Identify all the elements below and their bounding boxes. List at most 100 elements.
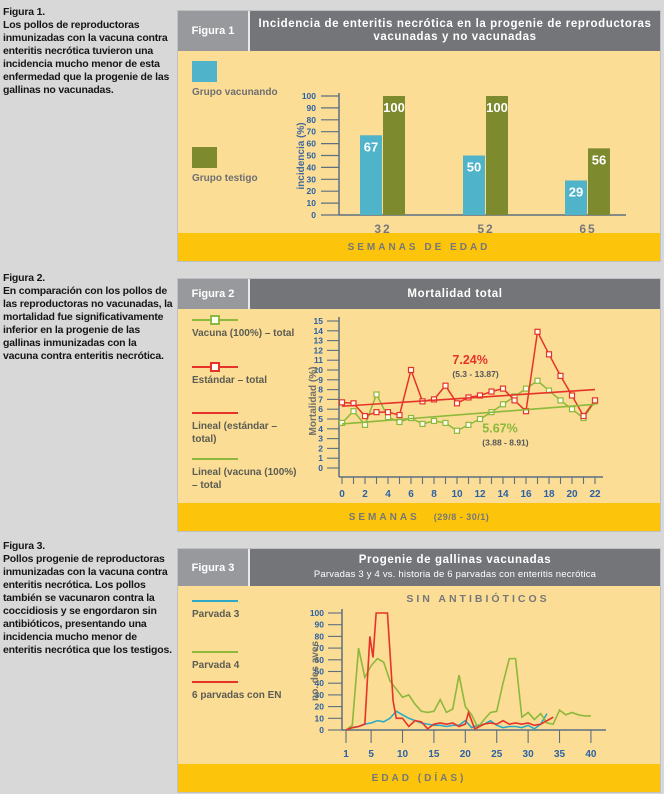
svg-text:4: 4 [318, 424, 323, 434]
legend-label-parvada4: Parvada 4 [192, 660, 240, 671]
svg-text:10: 10 [397, 749, 409, 760]
legend-line-parvada4 [192, 651, 238, 653]
svg-text:50: 50 [467, 160, 481, 175]
legend-swatch-vacunando [192, 61, 217, 82]
svg-text:12: 12 [474, 489, 486, 500]
svg-text:15: 15 [314, 316, 324, 326]
legend-line-lineal-vacuna [192, 458, 238, 460]
svg-text:7: 7 [318, 394, 323, 404]
figure1-xaxis-label: SEMANAS DE EDAD [347, 241, 491, 253]
figure2-sidebar-body: En comparación con los pollos de las rep… [3, 285, 173, 362]
svg-text:90: 90 [307, 103, 317, 113]
svg-text:5: 5 [368, 749, 374, 760]
figure1-title-text: Incidencia de enteritis necrótica en la … [258, 18, 652, 43]
figure3-panel: Figura 3 Progenie de gallinas vacunadas … [177, 548, 661, 793]
svg-text:20: 20 [315, 702, 325, 712]
svg-text:22: 22 [589, 489, 601, 500]
legend-line-6parvadas [192, 681, 238, 683]
figure2-title-text: Mortalidad total [407, 287, 503, 300]
legend-line-lineal-estandar [192, 412, 238, 414]
figure2-sidebar-title: Figura 2. [3, 272, 45, 284]
svg-text:90: 90 [315, 620, 325, 630]
figure2-legend-item-lineal-estandar: Lineal (estándar – total) [192, 412, 304, 446]
svg-text:100: 100 [486, 100, 508, 115]
svg-text:11: 11 [314, 355, 323, 365]
figure3-legend-item-parvada4: Parvada 4 [192, 651, 304, 672]
svg-text:40: 40 [585, 749, 597, 760]
svg-text:0: 0 [319, 725, 324, 735]
figure2-panel: Figura 2 Mortalidad total 0 1 2 3 4 5 6 7 8 9 10 11… [177, 278, 661, 532]
legend-label-vacunando: Grupo vacunando [192, 87, 278, 98]
figure3-title-text: Progenie de gallinas vacunadas [358, 554, 552, 566]
svg-text:10: 10 [315, 713, 325, 723]
svg-text:80: 80 [307, 115, 317, 125]
legend-marker-vacuna [210, 315, 220, 325]
figure1-sidebar-body: Los pollos de reproductoras inmunizadas … [3, 19, 170, 96]
svg-text:20: 20 [566, 489, 578, 500]
svg-text:25: 25 [491, 749, 503, 760]
figure2-legend-item-lineal-vacuna: Lineal (vacuna (100%) – total [192, 458, 304, 492]
figure3-legend-item-6parvadas: 6 parvadas con EN [192, 681, 304, 702]
figure1-chart-area: 0 10 20 30 40 50 60 70 80 90 100 incidencia (%) 32 67… [178, 51, 660, 235]
svg-text:6: 6 [318, 404, 323, 414]
svg-text:0: 0 [311, 210, 316, 220]
figure3-title: Progenie de gallinas vacunadas Parvadas … [250, 549, 660, 586]
figure3-xaxis-strip: EDAD (DÍAS) [178, 764, 660, 792]
figure1-panel: Figura 1 Incidencia de enteritis necróti… [177, 10, 661, 262]
svg-text:80: 80 [315, 631, 325, 641]
figure1-title: Incidencia de enteritis necrótica en la … [250, 11, 660, 51]
svg-text:(5.3 - 13.87): (5.3 - 13.87) [452, 369, 498, 379]
legend-marker-estandar [210, 362, 220, 372]
figure1-header: Figura 1 Incidencia de enteritis necróti… [178, 11, 660, 51]
svg-text:9: 9 [318, 375, 323, 385]
figure2-header: Figura 2 Mortalidad total [178, 279, 660, 309]
figure3-sidebar-title: Figura 3. [3, 540, 45, 552]
svg-text:35: 35 [554, 749, 566, 760]
figure2-xaxis-strip: SEMANAS (29/8 - 30/1) [178, 503, 660, 531]
figure2-xaxis-note: (29/8 - 30/1) [433, 512, 490, 522]
svg-text:70: 70 [315, 643, 325, 653]
figure1-tab-label: Figura 1 [178, 11, 250, 51]
svg-text:29: 29 [569, 184, 583, 199]
svg-text:40: 40 [315, 678, 325, 688]
figure2-title: Mortalidad total [250, 279, 660, 309]
legend-label-parvada3: Parvada 3 [192, 609, 240, 620]
svg-text:3: 3 [318, 434, 323, 444]
svg-text:20: 20 [460, 749, 472, 760]
svg-text:10: 10 [451, 489, 463, 500]
figure3-xaxis-label: EDAD (DÍAS) [371, 772, 467, 784]
figure2-chart-area: 0 1 2 3 4 5 6 7 8 9 10 11 12 13 14 15 0 2 4 6 8 10 12 14 16 18 20 2… [178, 309, 660, 505]
svg-text:5.67%: 5.67% [482, 422, 517, 436]
svg-text:40: 40 [307, 162, 317, 172]
legend-line-vacuna [192, 315, 238, 325]
svg-text:100: 100 [383, 100, 405, 115]
figure3-header: Figura 3 Progenie de gallinas vacunadas … [178, 549, 660, 586]
legend-label-vacuna: Vacuna (100%) – total [192, 328, 295, 339]
svg-text:100: 100 [302, 91, 316, 101]
figure1-legend-item-vacunando: Grupo vacunando [192, 61, 282, 99]
svg-text:6: 6 [408, 489, 414, 500]
figure3-legend-item-parvada3: Parvada 3 [192, 600, 304, 621]
svg-text:67: 67 [364, 139, 378, 154]
legend-label-estandar: Estándar – total [192, 375, 268, 386]
svg-text:8: 8 [318, 385, 323, 395]
svg-text:56: 56 [592, 152, 606, 167]
legend-label-lineal-estandar: Lineal (estándar – total) [192, 421, 278, 445]
svg-text:14: 14 [497, 489, 509, 500]
figure3-chart-area: 0 10 20 30 40 50 60 70 80 90 100 1 5 10 15 20 25 30 35 40 SI… [178, 586, 660, 766]
svg-text:10: 10 [314, 365, 324, 375]
svg-text:1: 1 [318, 453, 323, 463]
svg-text:14: 14 [314, 326, 324, 336]
figure2-legend-item-vacuna: Vacuna (100%) – total [192, 315, 304, 340]
svg-text:30: 30 [315, 690, 325, 700]
figure2-xaxis-label: SEMANAS [348, 511, 420, 523]
figure3-subtitle-text: Parvadas 3 y 4 vs. historia de 6 parvada… [313, 569, 597, 580]
svg-text:1: 1 [343, 749, 349, 760]
legend-line-parvada3 [192, 600, 238, 602]
svg-text:50: 50 [315, 667, 325, 677]
svg-text:30: 30 [523, 749, 535, 760]
figure2-tab-label: Figura 2 [178, 279, 250, 309]
